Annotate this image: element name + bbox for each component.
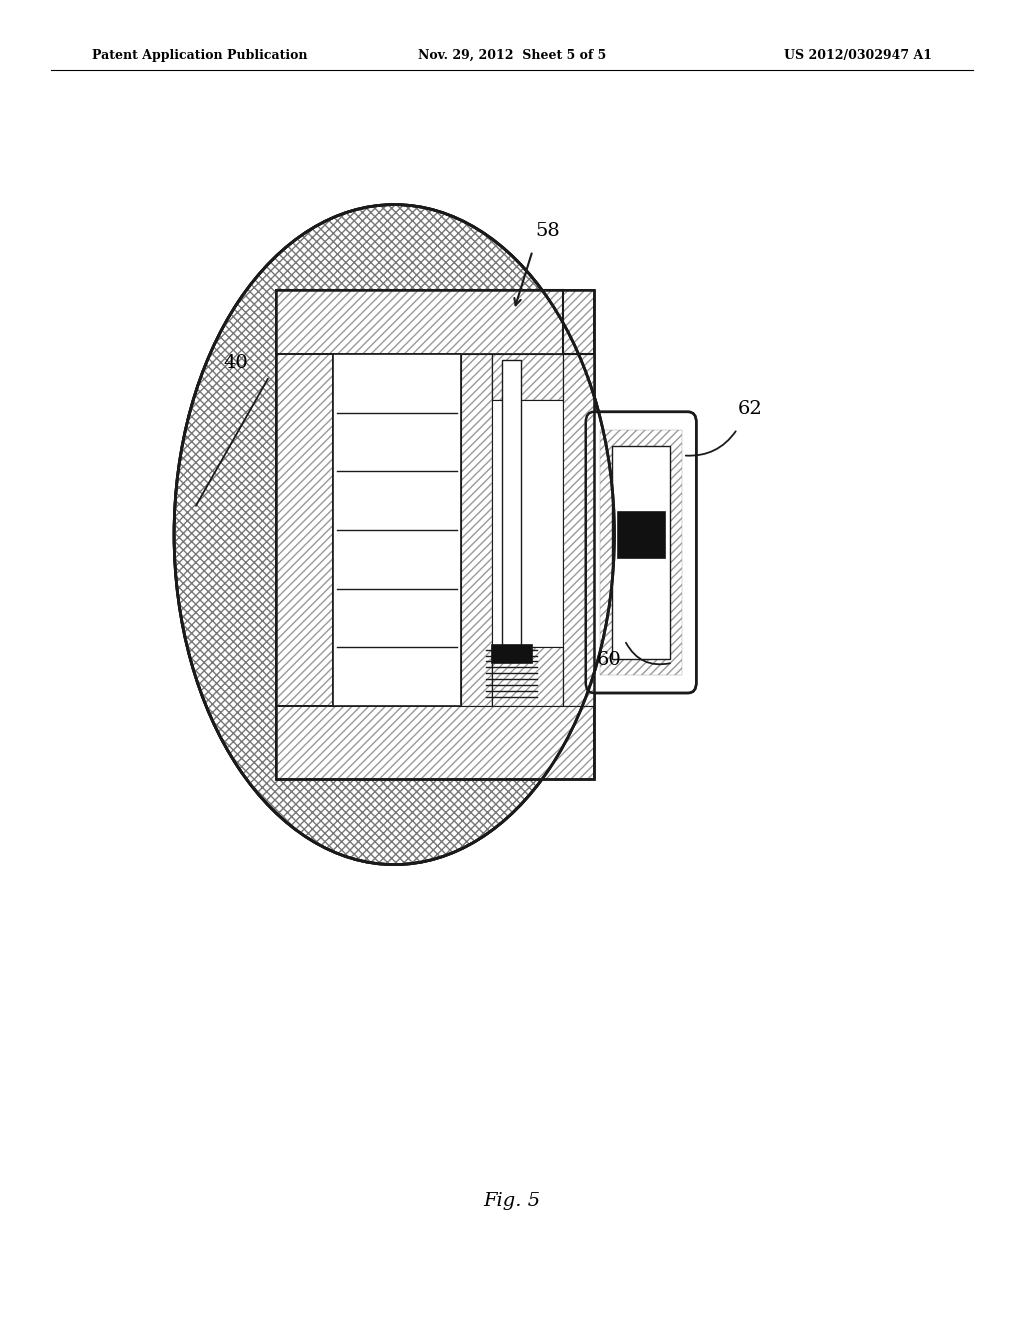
- Text: 62: 62: [737, 400, 762, 418]
- Ellipse shape: [174, 205, 614, 865]
- Bar: [492, 647, 563, 706]
- Bar: [276, 706, 594, 779]
- Text: 40: 40: [223, 354, 248, 372]
- Bar: [461, 354, 594, 706]
- Bar: [276, 354, 333, 706]
- Bar: [276, 290, 594, 354]
- Bar: [563, 354, 594, 706]
- Bar: [276, 290, 594, 779]
- Bar: [276, 354, 333, 706]
- Text: US 2012/0302947 A1: US 2012/0302947 A1: [783, 49, 932, 62]
- FancyBboxPatch shape: [586, 412, 696, 693]
- Text: Fig. 5: Fig. 5: [483, 1192, 541, 1210]
- Text: 58: 58: [536, 222, 560, 240]
- Bar: [276, 290, 594, 779]
- Bar: [600, 430, 682, 675]
- Text: Nov. 29, 2012  Sheet 5 of 5: Nov. 29, 2012 Sheet 5 of 5: [418, 49, 606, 62]
- Bar: [492, 354, 563, 400]
- Bar: [492, 354, 563, 400]
- Bar: [276, 290, 594, 354]
- Bar: [502, 360, 520, 647]
- Bar: [492, 647, 563, 706]
- Text: 60: 60: [597, 651, 622, 669]
- Bar: [617, 511, 665, 558]
- Bar: [276, 706, 594, 779]
- Bar: [461, 354, 492, 706]
- Bar: [612, 446, 670, 659]
- Text: Patent Application Publication: Patent Application Publication: [92, 49, 307, 62]
- Bar: [461, 354, 492, 706]
- Bar: [490, 644, 531, 663]
- Bar: [333, 354, 461, 706]
- Bar: [563, 354, 594, 706]
